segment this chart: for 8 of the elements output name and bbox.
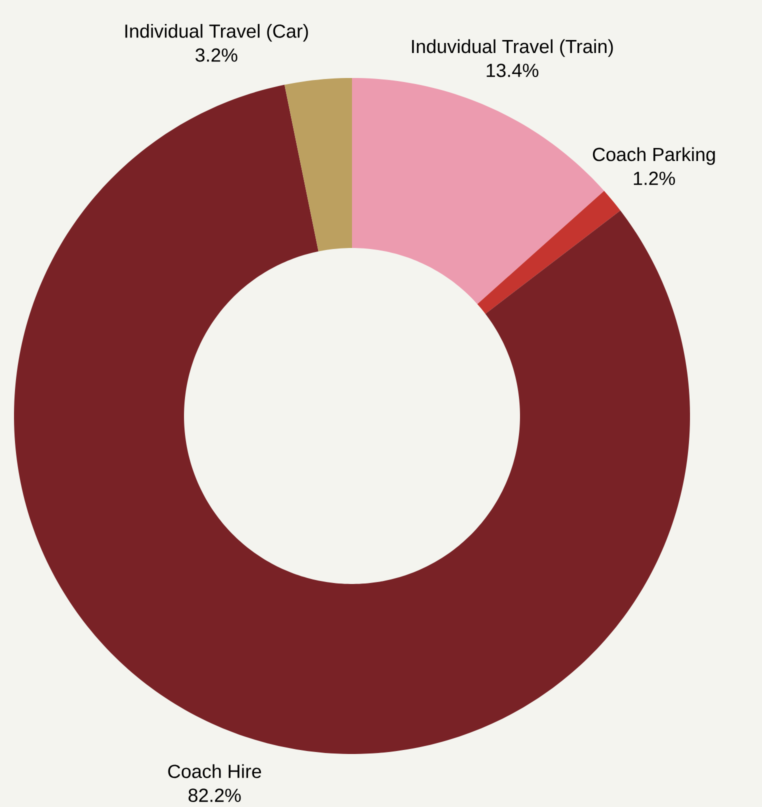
slice-label: Coach Hire — [168, 764, 262, 778]
data-label: 3.2% — [196, 48, 238, 62]
slice-label: Coach Parking — [592, 147, 715, 165]
data-label: 82.2% — [188, 788, 241, 802]
slice-label: Individual Travel (Car) — [125, 24, 308, 42]
data-label: 1.2% — [634, 172, 675, 185]
slice-label: Induvidual Travel (Train) — [412, 39, 613, 57]
data-label: 13.4% — [486, 64, 538, 78]
